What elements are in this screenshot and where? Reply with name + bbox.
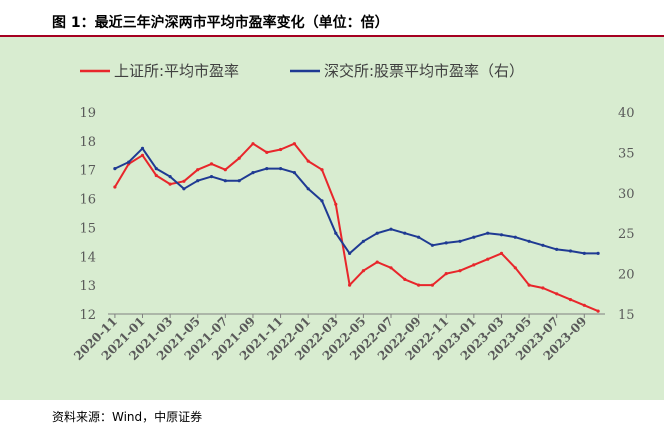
data-point-sse [375, 260, 379, 264]
y-left-tick-label: 13 [79, 279, 96, 294]
data-point-sse [361, 269, 365, 273]
data-point-szse [541, 243, 545, 247]
data-point-szse [458, 239, 462, 243]
data-point-sse [527, 283, 531, 287]
chart-background [0, 37, 664, 400]
data-point-sse [279, 147, 283, 152]
y-left-tick-label: 19 [79, 106, 96, 121]
data-point-sse [223, 168, 227, 172]
data-point-sse [113, 185, 117, 189]
data-point-sse [348, 283, 352, 287]
data-point-sse [389, 266, 393, 270]
series-line-sse [114, 142, 599, 313]
data-point-sse [265, 150, 269, 154]
data-point-sse [513, 266, 517, 270]
data-point-sse [582, 303, 586, 307]
y-left-tick-label: 14 [79, 250, 96, 265]
data-point-szse [320, 199, 324, 203]
data-point-szse [209, 175, 214, 179]
data-point-szse [582, 251, 586, 255]
data-point-szse [361, 239, 365, 243]
y-right-tick-label: 40 [618, 106, 635, 121]
line-chart: 上证所:平均市盈率 深交所:股票平均市盈率（右） 12 13 14 15 16 17 18 19… [71, 62, 634, 363]
data-point-szse [334, 231, 338, 235]
data-point-szse [223, 179, 227, 183]
data-point-szse [182, 187, 186, 191]
data-point-szse [265, 167, 269, 171]
data-point-szse [389, 227, 393, 231]
data-point-szse [486, 231, 490, 235]
chart-axes: 12131415161718191520253035402020-112021-… [71, 106, 634, 363]
data-point-sse [306, 159, 310, 163]
legend-label: 深交所:股票平均市盈率（右） [324, 62, 524, 80]
data-point-sse [334, 202, 338, 206]
data-point-sse [292, 142, 296, 146]
figure-title: 图 1：最近三年沪深两市平均市盈率变化（单位：倍） [52, 15, 389, 31]
y-left-tick-label: 17 [79, 164, 96, 179]
data-point-sse [182, 179, 186, 183]
data-point-sse [499, 251, 504, 255]
data-point-sse [209, 162, 214, 166]
data-point-szse [140, 146, 145, 150]
data-point-szse [251, 171, 255, 175]
data-point-sse [237, 156, 241, 160]
data-point-szse [555, 247, 559, 251]
data-point-sse [168, 182, 172, 186]
y-left-tick-label: 15 [79, 221, 96, 236]
data-point-szse [237, 179, 241, 183]
data-point-szse [348, 251, 352, 255]
data-point-sse [196, 168, 200, 172]
y-right-tick-label: 15 [618, 308, 635, 323]
data-point-sse [444, 272, 448, 276]
data-point-szse [568, 249, 573, 253]
data-point-sse [596, 309, 600, 313]
data-point-szse [168, 175, 172, 179]
data-point-szse [403, 231, 407, 235]
data-point-szse [292, 171, 296, 175]
data-point-szse [417, 235, 421, 239]
data-point-szse [279, 167, 283, 171]
series-line-szse [114, 147, 599, 255]
data-point-sse [251, 142, 255, 146]
data-point-sse [555, 292, 559, 296]
data-point-sse [430, 283, 434, 287]
data-point-szse [430, 243, 434, 247]
data-point-szse [527, 239, 531, 243]
y-right-tick-label: 35 [618, 146, 635, 161]
y-right-tick-label: 30 [618, 187, 635, 202]
data-point-sse [486, 257, 490, 261]
chart-series [113, 142, 600, 313]
data-point-sse [154, 173, 158, 178]
data-point-sse [568, 298, 573, 302]
data-point-sse [472, 263, 476, 267]
y-right-tick-label: 25 [618, 227, 635, 242]
data-point-szse [113, 167, 117, 171]
data-point-sse [140, 153, 145, 157]
data-point-szse [375, 231, 379, 235]
data-point-szse [196, 179, 200, 183]
data-point-sse [458, 269, 462, 273]
y-left-tick-label: 16 [79, 193, 96, 208]
data-point-szse [154, 167, 158, 171]
y-left-tick-label: 12 [79, 308, 96, 323]
data-point-szse [306, 187, 310, 191]
data-point-szse [127, 160, 131, 164]
data-point-szse [596, 251, 600, 255]
source-note: 资料来源：Wind，中原证券 [52, 410, 203, 424]
legend-label: 上证所:平均市盈率 [114, 62, 239, 80]
data-point-szse [499, 233, 504, 237]
data-point-szse [444, 241, 448, 245]
data-point-szse [472, 235, 476, 239]
data-point-sse [320, 168, 324, 172]
chart-legend: 上证所:平均市盈率 深交所:股票平均市盈率（右） [80, 62, 524, 80]
data-point-szse [513, 235, 517, 239]
y-left-tick-label: 18 [79, 135, 96, 150]
y-right-tick-label: 20 [618, 268, 635, 283]
data-point-sse [541, 286, 545, 290]
data-point-sse [403, 277, 407, 281]
title-bar: 图 1：最近三年沪深两市平均市盈率变化（单位：倍） [0, 0, 664, 37]
data-point-sse [417, 283, 421, 287]
